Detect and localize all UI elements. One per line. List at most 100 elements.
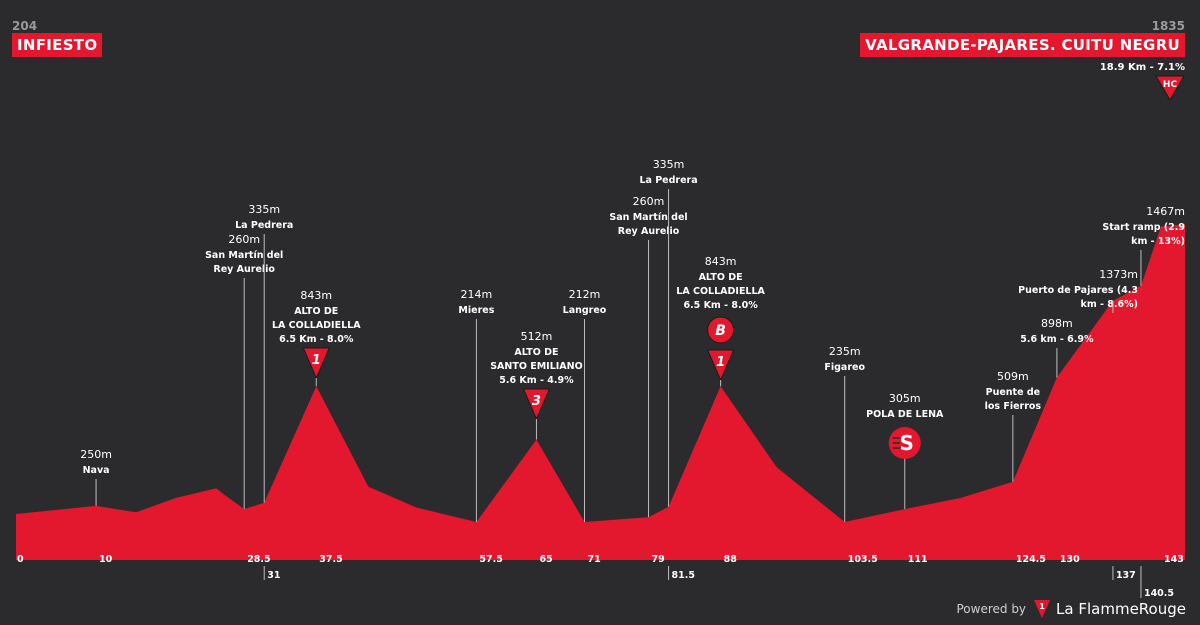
finish-km: 1835 [1151,19,1185,33]
waypoint-label: Nava [83,465,110,476]
waypoint-label: ALTO DE [294,306,338,317]
x-tick-label: 88 [724,554,738,565]
climb-category-label: 1 [716,355,725,370]
waypoint-label: La Pedrera [235,220,293,231]
waypoint-label: SANTO EMILIANO [490,361,582,372]
x-tick-label: 28.5 [247,554,270,565]
x-tick-label: 79 [652,554,665,565]
waypoint-11: 305m POLA DE LENA S [866,392,944,510]
waypoint-label: 6.5 Km - 8.0% [683,300,758,311]
waypoint-altitude: 214m [461,288,493,301]
waypoint-5: 512m ALTO DE SANTO EMILIANO 5.6 Km - 4.9% 3 [490,330,583,440]
waypoint-label: 5.6 km - 6.9% [1020,334,1094,345]
waypoint-altitude: 260m [633,195,665,208]
x-tick-label: 71 [587,554,600,565]
waypoint-3: 843m ALTO DE LA COLLADIELLA 6.5 Km - 8.0% 1 [272,289,361,387]
waypoint-8: 335m La Pedrera [639,158,698,507]
waypoint-label: POLA DE LENA [866,409,944,420]
waypoint-altitude: 250m [80,448,112,461]
waypoint-4: 214m Mieres [458,288,495,522]
svg-text:1: 1 [1039,602,1045,611]
x-tick-label: 103.5 [848,554,878,565]
profile-area [16,224,1185,560]
waypoint-label: LA COLLADIELLA [676,286,765,297]
waypoint-label: LA COLLADIELLA [272,320,361,331]
waypoint-0: 250m Nava [80,448,112,506]
waypoint-14: 1373m Puerto de Pajares (4.3 km - 8.6%) [1018,268,1138,313]
waypoint-label: los Fierros [985,401,1042,412]
waypoint-1: 260m San Martín del Rey Aurelio [205,233,283,510]
start-km: 204 [12,19,38,33]
waypoint-label: km - 13%) [1131,236,1185,247]
waypoint-label: 6.5 Km - 8.0% [279,334,354,345]
waypoint-label: Langreo [563,305,607,316]
sprint-label: S [900,431,914,455]
x-tick-label: 130 [1060,554,1080,565]
powered-by-label: Powered by [956,602,1027,616]
waypoint-altitude: 843m [300,289,332,302]
finish-block: 1835 VALGRANDE-PAJARES. CUITU NEGRU 18.9… [860,19,1185,105]
hc-category-icon: HC [1155,75,1185,101]
bonus-badge-label: B [715,323,726,339]
waypoint-15: 1467m Start ramp (2.9 km - 13%) [1102,205,1185,286]
waypoint-7: 260m San Martín del Rey Aurelio [609,195,688,518]
x-tick-label: 37.5 [319,554,342,565]
waypoint-label: Rey Aurelio [213,264,275,275]
x-tick-label: 0 [17,554,24,565]
finish-town-label: VALGRANDE-PAJARES. CUITU NEGRU [860,33,1185,57]
waypoint-label: Figareo [824,362,865,373]
waypoint-label: km - 8.6%) [1081,299,1138,310]
waypoint-label: Mieres [458,305,494,316]
waypoint-altitude: 1373m [1099,268,1138,281]
waypoint-label: ALTO DE [514,347,558,358]
waypoint-altitude: 212m [569,288,601,301]
waypoint-6: 212m Langreo [563,288,607,522]
climb-category-label: 3 [532,394,541,409]
waypoint-altitude: 898m [1041,317,1073,330]
x-tick-label: 10 [99,554,113,565]
waypoint-altitude: 260m [228,233,260,246]
waypoint-altitude: 512m [521,330,553,343]
waypoint-altitude: 509m [997,370,1029,383]
waypoint-label: Puerto de Pajares (4.3 [1018,285,1138,296]
brand: 1 La FlammeRouge [1034,600,1186,618]
footer: Powered by 1 La FlammeRouge [956,600,1186,618]
waypoint-altitude: 335m [248,203,280,216]
climb-category-icon [522,388,551,421]
waypoint-altitude: 1467m [1146,205,1185,218]
waypoint-label: Rey Aurelio [618,226,680,237]
brand-name: La FlammeRouge [1056,600,1186,618]
x-tick-label: 143 [1164,554,1184,565]
bonus-badge-icon [707,316,735,344]
x-tick-label: 140.5 [1144,588,1174,599]
x-tick-label: 124.5 [1016,554,1046,565]
waypoint-10: 235m Figareo [824,345,865,522]
hc-category-label: HC [1163,80,1178,90]
waypoint-12: 509m Puente de los Fierros [985,370,1042,482]
waypoint-label: San Martín del [205,250,283,261]
finish-climb-info: 18.9 Km - 7.1% [1099,62,1185,73]
climb-category-label: 1 [312,353,321,368]
sprint-icon [888,427,921,459]
waypoint-9: 843m ALTO DE LA COLLADIELLA 6.5 Km - 8.0% B 1 [676,255,766,387]
waypoint-label: Puente de [986,387,1040,398]
climb-category-icon [302,347,331,380]
waypoint-altitude: 843m [705,255,737,268]
flamme-rouge-logo-icon: 1 [1034,600,1051,618]
waypoint-label: 5.6 Km - 4.9% [499,375,574,386]
waypoint-label: Start ramp (2.9 [1102,222,1185,233]
climb-category-icon [706,349,735,382]
x-tick-label: 31 [267,570,280,581]
x-tick-label: 65 [539,554,552,565]
waypoint-label: San Martín del [609,212,687,223]
waypoint-13: 898m 5.6 km - 6.9% [1020,317,1094,378]
waypoint-label: ALTO DE [699,272,743,283]
start-town-label: INFIESTO [12,33,103,57]
x-tick-label: 81.5 [672,570,695,581]
waypoint-altitude: 305m [889,392,921,405]
x-tick-label: 111 [908,554,928,565]
waypoint-altitude: 235m [829,345,861,358]
x-tick-label: 57.5 [479,554,502,565]
start-block: 204 INFIESTO [12,19,103,57]
